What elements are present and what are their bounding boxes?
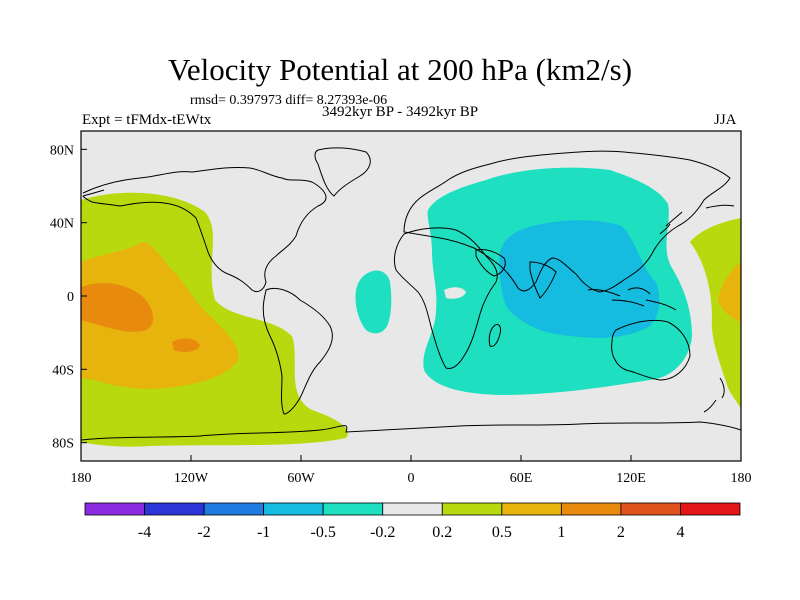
lat-tick-label: 0 [67,290,74,305]
colorbar-label: -0.5 [311,524,336,541]
colorbar-label: -4 [138,524,151,541]
eurasia-coast [403,150,731,293]
colorbar-swatch [203,502,265,516]
colorbar-label: 2 [617,524,625,541]
indonesia-coast [587,287,677,311]
dateline-east-gold [718,262,741,322]
colorbar-label: 0.5 [492,524,512,541]
lon-tick-label: 60E [510,471,533,486]
lon-tick-label: 120E [616,471,646,486]
indo-pacific-core [499,220,660,338]
colorbar-swatch [144,502,205,516]
lon-tick-label: 120W [174,471,209,486]
colorbar-swatch [441,502,503,516]
map-plot-area [81,131,741,461]
greenland-coast [314,147,371,197]
latitude-ticks: 80N 40N 0 40S 80S [50,143,87,452]
colorbar-swatch [263,502,324,516]
colorbar: -4 -2 -1 -0.5 -0.2 0.2 0.5 1 2 4 [84,502,741,541]
neutral-pocket [444,287,466,299]
arabia-coast [475,249,506,277]
madagascar-coast [488,323,501,347]
colorbar-swatch [501,502,562,516]
australia-coast [611,319,691,381]
colorbar-label: 4 [676,524,684,541]
pacific-orange-core [81,283,154,332]
lat-tick-label: 40S [52,363,74,378]
west-africa-negative-region [355,270,392,334]
longitude-ticks: 180 120W 60W 0 60E 120E 180 [71,455,752,486]
colorbar-swatch [322,502,384,516]
lat-tick-label: 80N [50,143,74,158]
colorbar-swatch [84,502,145,516]
colorbar-swatch [620,502,681,516]
lon-tick-label: 180 [71,471,92,486]
colorbar-label: -0.2 [370,524,395,541]
colorbar-label: -1 [257,524,270,541]
colorbar-swatch [382,502,443,516]
japan-coast [659,211,683,235]
colorbar-label: -2 [197,524,210,541]
colorbar-swatch [560,502,622,516]
new-zealand-coast [703,377,725,413]
lon-tick-label: 0 [408,471,415,486]
pacific-orange-spot [172,338,200,353]
alaska-coast [82,189,735,209]
lon-tick-label: 60W [287,471,315,486]
india-coast [529,261,557,299]
africa-coast [393,227,498,369]
map-title: Velocity Potential at 200 hPa (km2/s) [167,52,633,87]
colorbar-label: 1 [557,524,565,541]
lon-tick-label: 180 [731,471,752,486]
antarctica-coast [81,421,741,441]
experiment-label: Expt = tFMdx-tEWtx [82,112,212,128]
period-label: 3492kyr BP - 3492kyr BP [321,104,479,120]
pacific-gold-region [81,242,239,389]
north-america-coast [82,167,327,293]
south-america-coast [262,287,333,415]
lat-tick-label: 80S [52,437,74,452]
rmsd-diff-stats: rmsd= 0.397973 diff= 8.27393e-06 [190,93,388,108]
season-label: JJA [714,112,737,128]
colorbar-swatch [680,502,741,516]
lat-tick-label: 40N [50,217,74,232]
colorbar-label: 0.2 [432,524,452,541]
coastlines [81,147,741,441]
dateline-east-positive [690,218,741,410]
